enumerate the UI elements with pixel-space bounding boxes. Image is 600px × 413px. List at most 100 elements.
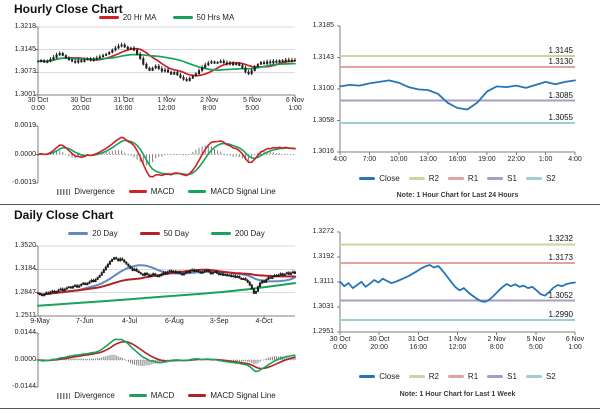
line-swatch <box>188 190 207 193</box>
line-swatch <box>487 177 504 180</box>
legend-item-50-day: 50 Day <box>139 229 189 238</box>
x-tick-label: 30 Oct 20:00 <box>63 97 99 113</box>
x-tick-label: 6 Nov 1:00 <box>557 336 593 352</box>
y-tick-label: 1.3031 <box>312 303 334 310</box>
y-tick-label: 1.3001 <box>14 91 36 98</box>
x-tick-date: 31 Oct <box>113 97 134 104</box>
x-tick-label: 16:00 <box>448 156 467 163</box>
hourly-sr-note: Note: 1 Hour Chart for Last 24 Hours <box>396 192 519 199</box>
x-tick-time: 20:00 <box>72 105 90 112</box>
x-tick-label: 7:00 <box>362 156 377 163</box>
divergence-bars <box>40 145 296 166</box>
divergence-swatch <box>57 392 71 399</box>
legend-label: MACD Signal Line <box>210 391 276 400</box>
hourly-macd-chart <box>35 125 296 184</box>
daily-ma-legend: 20 Day 50 Day 200 Day <box>38 229 295 238</box>
y-tick-label: 0.0000 <box>14 356 36 363</box>
y-tick-label: 1.3100 <box>312 85 334 92</box>
x-tick-label: 31 Oct 16:00 <box>400 336 436 352</box>
line-swatch <box>487 375 504 378</box>
legend-label: 50 Day <box>163 229 189 238</box>
y-tick-label: 1.3145 <box>14 45 36 53</box>
close-line <box>339 264 576 303</box>
legend-label: 200 Day <box>234 229 265 238</box>
legend-item-20-hr-ma: 20 Hr MA <box>98 13 157 22</box>
x-tick-time: 5:00 <box>529 344 543 351</box>
x-tick-label: 9-May <box>30 318 50 325</box>
hourly-chart-title: Hourly Close Chart <box>14 2 123 16</box>
legend-label: 20 Hr MA <box>122 13 157 22</box>
line-swatch <box>128 190 147 193</box>
hourly-sr-legend: Close R2 R1 S1 S2 <box>335 174 580 183</box>
daily-macd-legend: Divergence MACD MACD Signal Line <box>38 391 295 400</box>
legend-label: 20 Day <box>92 229 118 238</box>
legend-item-close: Close <box>359 174 400 183</box>
line-swatch <box>210 232 231 235</box>
x-tick-label: 4:00 <box>568 156 582 163</box>
x-tick-label: 30 Oct 20:00 <box>361 336 397 352</box>
x-tick-date: 31 Oct <box>408 336 429 343</box>
x-tick-date: 30 Oct <box>368 336 390 343</box>
x-tick-label: 2 Nov 8:00 <box>191 97 227 113</box>
y-tick-label: 1.3111 <box>313 278 334 285</box>
y-tick-label: 1.3520 <box>14 242 36 249</box>
legend-item-s1: S1 <box>487 174 517 183</box>
legend-item-s1: S1 <box>487 372 517 381</box>
legend-label: MACD <box>150 391 175 400</box>
x-tick-label: 3-Sep <box>209 318 229 325</box>
gridlines <box>38 245 295 317</box>
line-swatch <box>525 375 542 378</box>
x-tick-label: 10:00 <box>389 156 408 163</box>
hourly-macd-legend: Divergence MACD MACD Signal Line <box>38 187 295 196</box>
legend-item-close: Close <box>359 372 400 381</box>
x-tick-label: 13:00 <box>419 156 437 163</box>
legend-item-divergence: Divergence <box>57 391 115 400</box>
line-swatch <box>525 177 542 180</box>
axes <box>35 26 296 98</box>
y-tick-label: 0.0019 <box>14 122 36 129</box>
x-tick-time: 16:00 <box>114 105 133 112</box>
x-tick-label: 30 Oct 0:00 <box>20 97 56 113</box>
legend-label: Divergence <box>74 187 115 196</box>
legend-item-divergence: Divergence <box>57 187 115 196</box>
x-tick-time: 0:00 <box>333 344 347 351</box>
axes <box>337 25 576 155</box>
support-resistance-lines <box>340 54 575 124</box>
legend-label: S2 <box>545 174 556 183</box>
legend-label: S1 <box>507 372 517 381</box>
level-label-s2: 1.3055 <box>548 112 573 122</box>
x-tick-label: 1 Nov 12:00 <box>440 336 476 352</box>
legend-item-s2: S2 <box>525 372 556 381</box>
candlesticks <box>36 42 297 82</box>
line-swatch <box>359 375 376 378</box>
level-label-s2: 1.2990 <box>548 309 573 319</box>
line-swatch <box>68 232 89 235</box>
x-tick-label: 22:00 <box>507 156 526 163</box>
legend-label: R1 <box>467 372 479 381</box>
x-tick-label: 30 Oct 0:00 <box>322 336 358 352</box>
legend-item-r2: R2 <box>408 174 439 183</box>
y-tick-label: -0.0019 <box>12 179 36 186</box>
axes <box>35 245 295 319</box>
legend-label: 50 Hrs MA <box>196 13 235 22</box>
x-tick-date: 1 Nov <box>157 97 176 104</box>
section-divider <box>0 204 600 205</box>
line-swatch <box>447 177 464 180</box>
legend-item-macd: MACD <box>128 391 175 400</box>
x-tick-label: 31 Oct 16:00 <box>106 97 142 113</box>
x-tick-label: 7-Jun <box>76 318 94 325</box>
legend-label: S2 <box>545 372 556 381</box>
line-swatch <box>188 394 207 397</box>
gridlines <box>38 26 295 96</box>
x-tick-date: 5 Nov <box>526 336 545 343</box>
legend-item-macd: MACD <box>128 187 174 196</box>
daily-main-chart <box>35 245 297 319</box>
x-tick-time: 12:00 <box>448 344 467 351</box>
x-tick-time: 16:00 <box>409 344 428 351</box>
x-tick-date: 30 Oct <box>329 336 351 343</box>
x-tick-date: 30 Oct <box>27 97 49 104</box>
x-tick-time: 0:00 <box>31 105 45 112</box>
legend-item-r1: R1 <box>447 372 479 381</box>
legend-label: Close <box>379 174 400 183</box>
